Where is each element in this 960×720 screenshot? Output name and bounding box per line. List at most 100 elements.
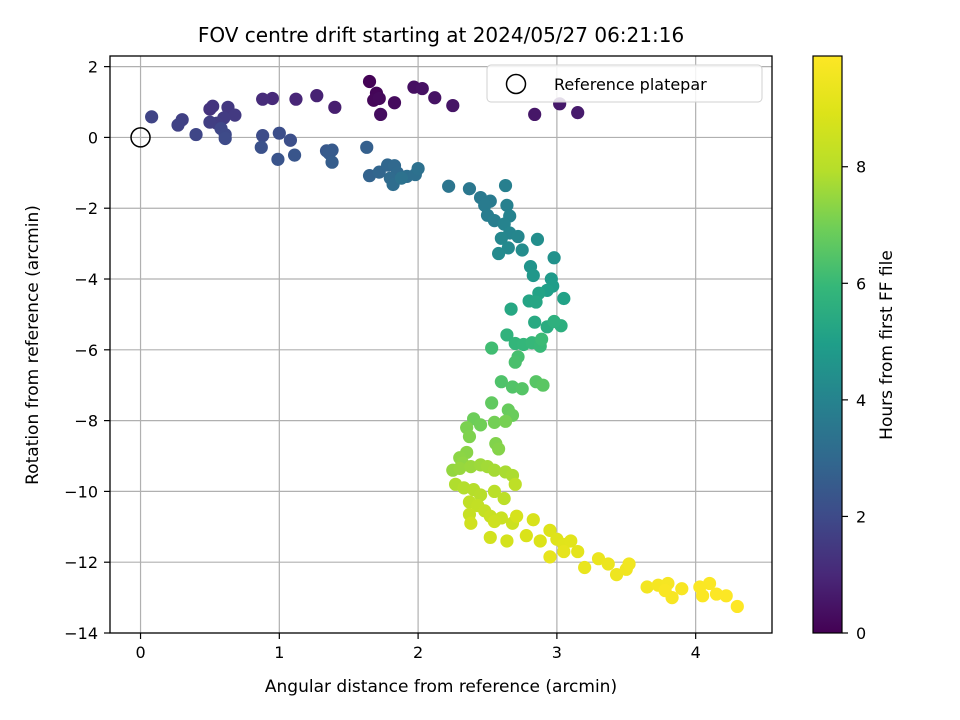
data-point — [564, 534, 578, 548]
data-point — [515, 243, 529, 257]
data-point — [483, 530, 497, 545]
data-point — [218, 131, 232, 146]
colorbar-tick-label: 4 — [856, 391, 866, 410]
colorbar-gradient — [813, 56, 842, 633]
data-point — [730, 599, 744, 614]
data-point — [491, 246, 506, 261]
data-point — [543, 523, 557, 537]
data-point — [289, 92, 303, 106]
data-point — [571, 106, 585, 120]
y-tick-label: −4 — [74, 270, 98, 289]
colorbar-tick-label: 6 — [856, 274, 866, 293]
data-point — [171, 118, 185, 132]
x-tick-label: 0 — [135, 643, 145, 662]
data-point — [271, 152, 285, 166]
data-point — [360, 140, 374, 154]
data-point — [374, 107, 388, 122]
data-point — [265, 91, 279, 106]
colorbar-tick-label: 2 — [856, 507, 866, 526]
data-point — [500, 534, 514, 548]
data-point — [464, 516, 478, 530]
data-point — [515, 382, 529, 396]
data-point — [462, 182, 477, 196]
data-point — [498, 178, 513, 193]
colorbar-tick-label: 8 — [856, 158, 866, 177]
data-point — [411, 161, 425, 176]
data-point — [519, 529, 533, 543]
data-point — [675, 582, 689, 596]
data-point — [508, 477, 522, 491]
data-point — [325, 155, 339, 169]
data-point — [487, 463, 502, 477]
data-point — [287, 148, 302, 162]
grid-lines — [110, 56, 772, 633]
data-point — [622, 557, 636, 571]
x-axis-title: Angular distance from reference (arcmin) — [265, 677, 617, 697]
data-point — [254, 140, 268, 154]
colorbar-ticks: 0 2 4 6 8 — [842, 158, 866, 643]
data-point — [702, 576, 717, 591]
data-point — [500, 328, 514, 342]
data-point — [487, 415, 502, 429]
colorbar-label: Hours from first FF file — [877, 250, 897, 440]
data-point — [206, 99, 220, 113]
data-point — [536, 378, 550, 392]
data-point — [473, 488, 488, 502]
data-point — [473, 418, 488, 432]
data-point — [462, 429, 477, 444]
data-point — [526, 513, 540, 527]
data-point — [543, 550, 557, 564]
data-point — [203, 115, 217, 129]
legend: Reference platepar — [486, 64, 763, 103]
data-point — [372, 91, 386, 106]
plot-frame — [109, 55, 773, 634]
legend-marker-open-circle — [505, 73, 527, 95]
data-point — [696, 589, 710, 603]
data-point — [497, 491, 511, 506]
data-point — [504, 302, 518, 316]
x-tick-label: 3 — [552, 643, 562, 662]
data-point — [310, 89, 324, 103]
y-tick-label: −14 — [64, 624, 98, 643]
data-point — [387, 96, 402, 110]
y-tick-label: −12 — [64, 553, 98, 572]
data-point — [535, 332, 549, 346]
data-point — [478, 198, 492, 212]
x-tick-label: 4 — [691, 643, 701, 662]
data-point — [442, 179, 456, 193]
x-tick-label: 2 — [413, 643, 423, 662]
data-point — [578, 560, 592, 575]
data-point — [510, 509, 524, 523]
legend-box — [486, 64, 763, 103]
data-point — [533, 534, 547, 548]
data-point — [640, 580, 654, 594]
data-point — [485, 341, 499, 355]
data-point — [453, 461, 467, 475]
x-axis-ticks: 0 1 2 3 4 — [135, 633, 701, 662]
data-point — [256, 92, 270, 106]
data-point — [501, 241, 515, 255]
data-point — [529, 295, 543, 309]
data-point — [328, 100, 342, 114]
data-point — [719, 589, 733, 603]
data-point — [530, 232, 545, 246]
data-point — [547, 251, 561, 265]
data-point — [362, 74, 377, 89]
y-tick-label: −6 — [74, 341, 98, 360]
reference-platepar-marker — [130, 127, 151, 148]
data-point — [511, 229, 525, 244]
data-point — [601, 557, 615, 571]
x-tick-label: 1 — [274, 643, 284, 662]
y-axis-title: Rotation from reference (arcmin) — [23, 205, 43, 485]
chart-title: FOV centre drift starting at 2024/05/27 … — [198, 23, 684, 47]
y-tick-label: −2 — [74, 199, 98, 218]
data-point — [272, 126, 286, 140]
data-point — [508, 355, 522, 369]
data-point — [557, 544, 571, 559]
data-point — [498, 414, 513, 428]
data-point — [228, 108, 242, 122]
data-point — [609, 567, 624, 582]
colorbar-tick-label: 0 — [856, 624, 866, 643]
y-tick-label: −8 — [74, 412, 98, 431]
